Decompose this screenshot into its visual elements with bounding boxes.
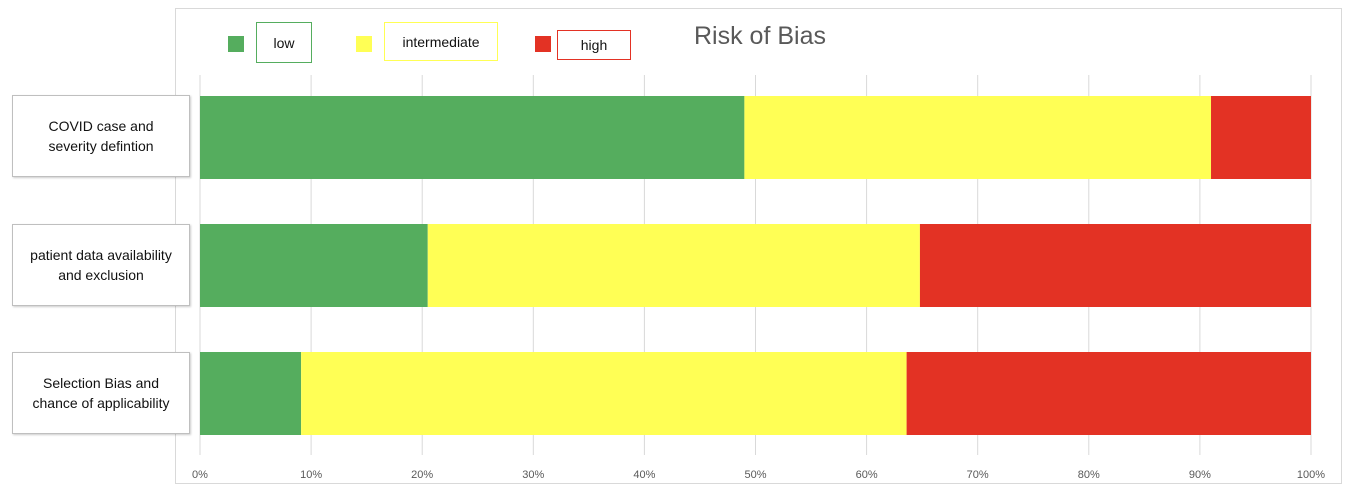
bar-segment bbox=[744, 96, 1212, 179]
x-tick-label: 40% bbox=[633, 469, 655, 481]
x-tick-label: 10% bbox=[300, 469, 322, 481]
category-label: patient data availability and exclusion bbox=[12, 224, 190, 306]
chart-title: Risk of Bias bbox=[694, 22, 826, 50]
bar-segment bbox=[200, 96, 745, 179]
legend-label: intermediate bbox=[384, 22, 498, 61]
bar-segment bbox=[427, 224, 920, 307]
x-tick-label: 50% bbox=[744, 469, 766, 481]
x-tick-label: 30% bbox=[522, 469, 544, 481]
bar-segment bbox=[906, 352, 1311, 435]
x-tick-label: 90% bbox=[1189, 469, 1211, 481]
legend-label: low bbox=[256, 22, 312, 63]
x-tick-label: 80% bbox=[1078, 469, 1100, 481]
category-label: COVID case and severity defintion bbox=[12, 95, 190, 177]
bar-segment bbox=[1211, 96, 1311, 179]
legend-swatch bbox=[356, 36, 372, 52]
x-tick-label: 0% bbox=[192, 469, 208, 481]
bar-segment bbox=[301, 352, 907, 435]
x-tick-label: 100% bbox=[1297, 469, 1325, 481]
x-tick-label: 70% bbox=[967, 469, 989, 481]
x-tick-label: 20% bbox=[411, 469, 433, 481]
legend-swatch bbox=[228, 36, 244, 52]
legend-swatch bbox=[535, 36, 551, 52]
legend-label: high bbox=[557, 30, 631, 60]
bar-segment bbox=[200, 352, 302, 435]
bar-segment bbox=[919, 224, 1311, 307]
category-label: Selection Bias and chance of applicabili… bbox=[12, 352, 190, 434]
x-tick-label: 60% bbox=[856, 469, 878, 481]
bar-segment bbox=[200, 224, 428, 307]
